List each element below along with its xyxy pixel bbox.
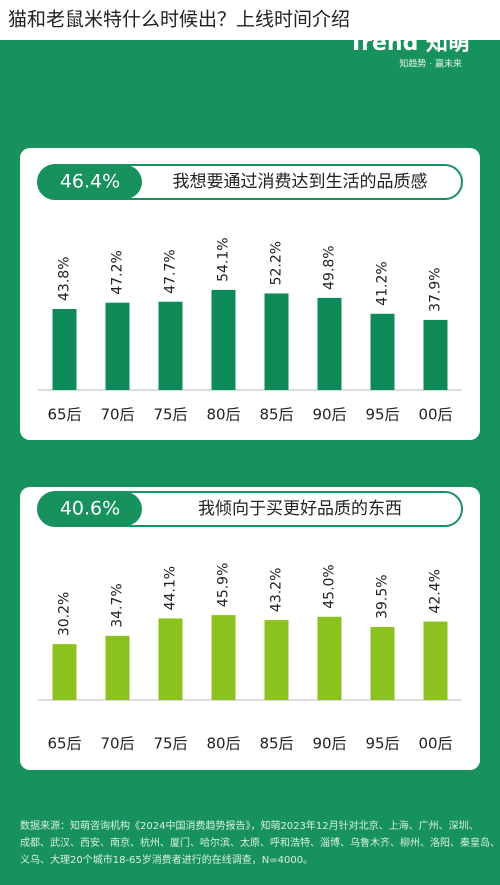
x-tick-label: 75后 [153, 406, 187, 424]
bar [370, 626, 395, 700]
page-title: 猫和老鼠米特什么时候出？上线时间介绍 [8, 9, 350, 31]
headline: 40.6% [60, 498, 120, 520]
chart-title: 我想要通过消费达到生活的品质感 [173, 172, 428, 192]
value-label: 45.0% [322, 564, 338, 608]
value-label: 43.8% [57, 256, 73, 300]
bar [52, 644, 77, 700]
chart-title: 我倾向于买更好品质的东西 [198, 499, 402, 519]
value-label: 43.2% [269, 568, 285, 612]
footer-line: 义乌、大理20个城市18-65岁消费者进行的在线调查，N=4000。 [20, 853, 313, 866]
x-tick-label: 65后 [47, 735, 81, 753]
bar [264, 620, 289, 700]
x-tick-label: 95后 [365, 406, 399, 424]
value-label: 52.2% [269, 241, 285, 285]
x-tick-label: 95后 [365, 735, 399, 753]
x-tick-label: 85后 [259, 735, 293, 753]
card [20, 487, 480, 770]
x-tick-label: 90后 [312, 406, 346, 424]
bar [105, 302, 130, 390]
card [20, 148, 480, 440]
x-tick-label: 70后 [100, 735, 134, 753]
value-label: 42.4% [428, 569, 444, 613]
headline-pill [38, 492, 142, 526]
value-label: 49.8% [322, 245, 338, 289]
x-tick-label: 90后 [312, 735, 346, 753]
x-tick-label: 70后 [100, 406, 134, 424]
bar [423, 319, 448, 390]
footer-line: 数据来源：知萌咨询机构《2024中国消费趋势报告》，知萌2023年12月针对北京… [20, 819, 479, 832]
logo: Trend 知萌 [349, 30, 470, 56]
value-label: 30.2% [57, 592, 73, 636]
bar [317, 297, 342, 390]
bar [370, 313, 395, 390]
bar [158, 618, 183, 700]
bar [211, 615, 236, 700]
bar [211, 289, 236, 390]
footer-line: 成都、武汉、西安、南京、杭州、厦门、哈尔滨、太原、呼和浩特、淄博、乌鲁木齐、柳州… [20, 836, 500, 849]
value-label: 39.5% [375, 574, 391, 618]
bar [158, 301, 183, 390]
x-tick-label: 85后 [259, 406, 293, 424]
bar [52, 308, 77, 390]
bar [317, 616, 342, 700]
headline: 46.4% [60, 171, 120, 193]
value-label: 45.9% [216, 563, 232, 607]
value-label: 34.7% [110, 583, 126, 627]
x-tick-label: 00后 [418, 735, 452, 753]
value-label: 47.2% [110, 250, 126, 294]
value-label: 41.2% [375, 261, 391, 305]
x-tick-label: 80后 [206, 735, 240, 753]
value-label: 37.9% [428, 267, 444, 311]
title-bar [0, 0, 500, 40]
value-label: 44.1% [163, 566, 179, 610]
value-label: 54.1% [216, 237, 232, 281]
x-tick-label: 65后 [47, 406, 81, 424]
bar [264, 293, 289, 390]
value-label: 47.7% [163, 249, 179, 293]
x-tick-label: 80后 [206, 406, 240, 424]
slogan: 知趋势 · 赢未来 [399, 58, 462, 70]
headline-pill [38, 165, 142, 199]
x-tick-label: 00后 [418, 406, 452, 424]
bar [423, 621, 448, 700]
x-tick-label: 75后 [153, 735, 187, 753]
bar [105, 635, 130, 700]
